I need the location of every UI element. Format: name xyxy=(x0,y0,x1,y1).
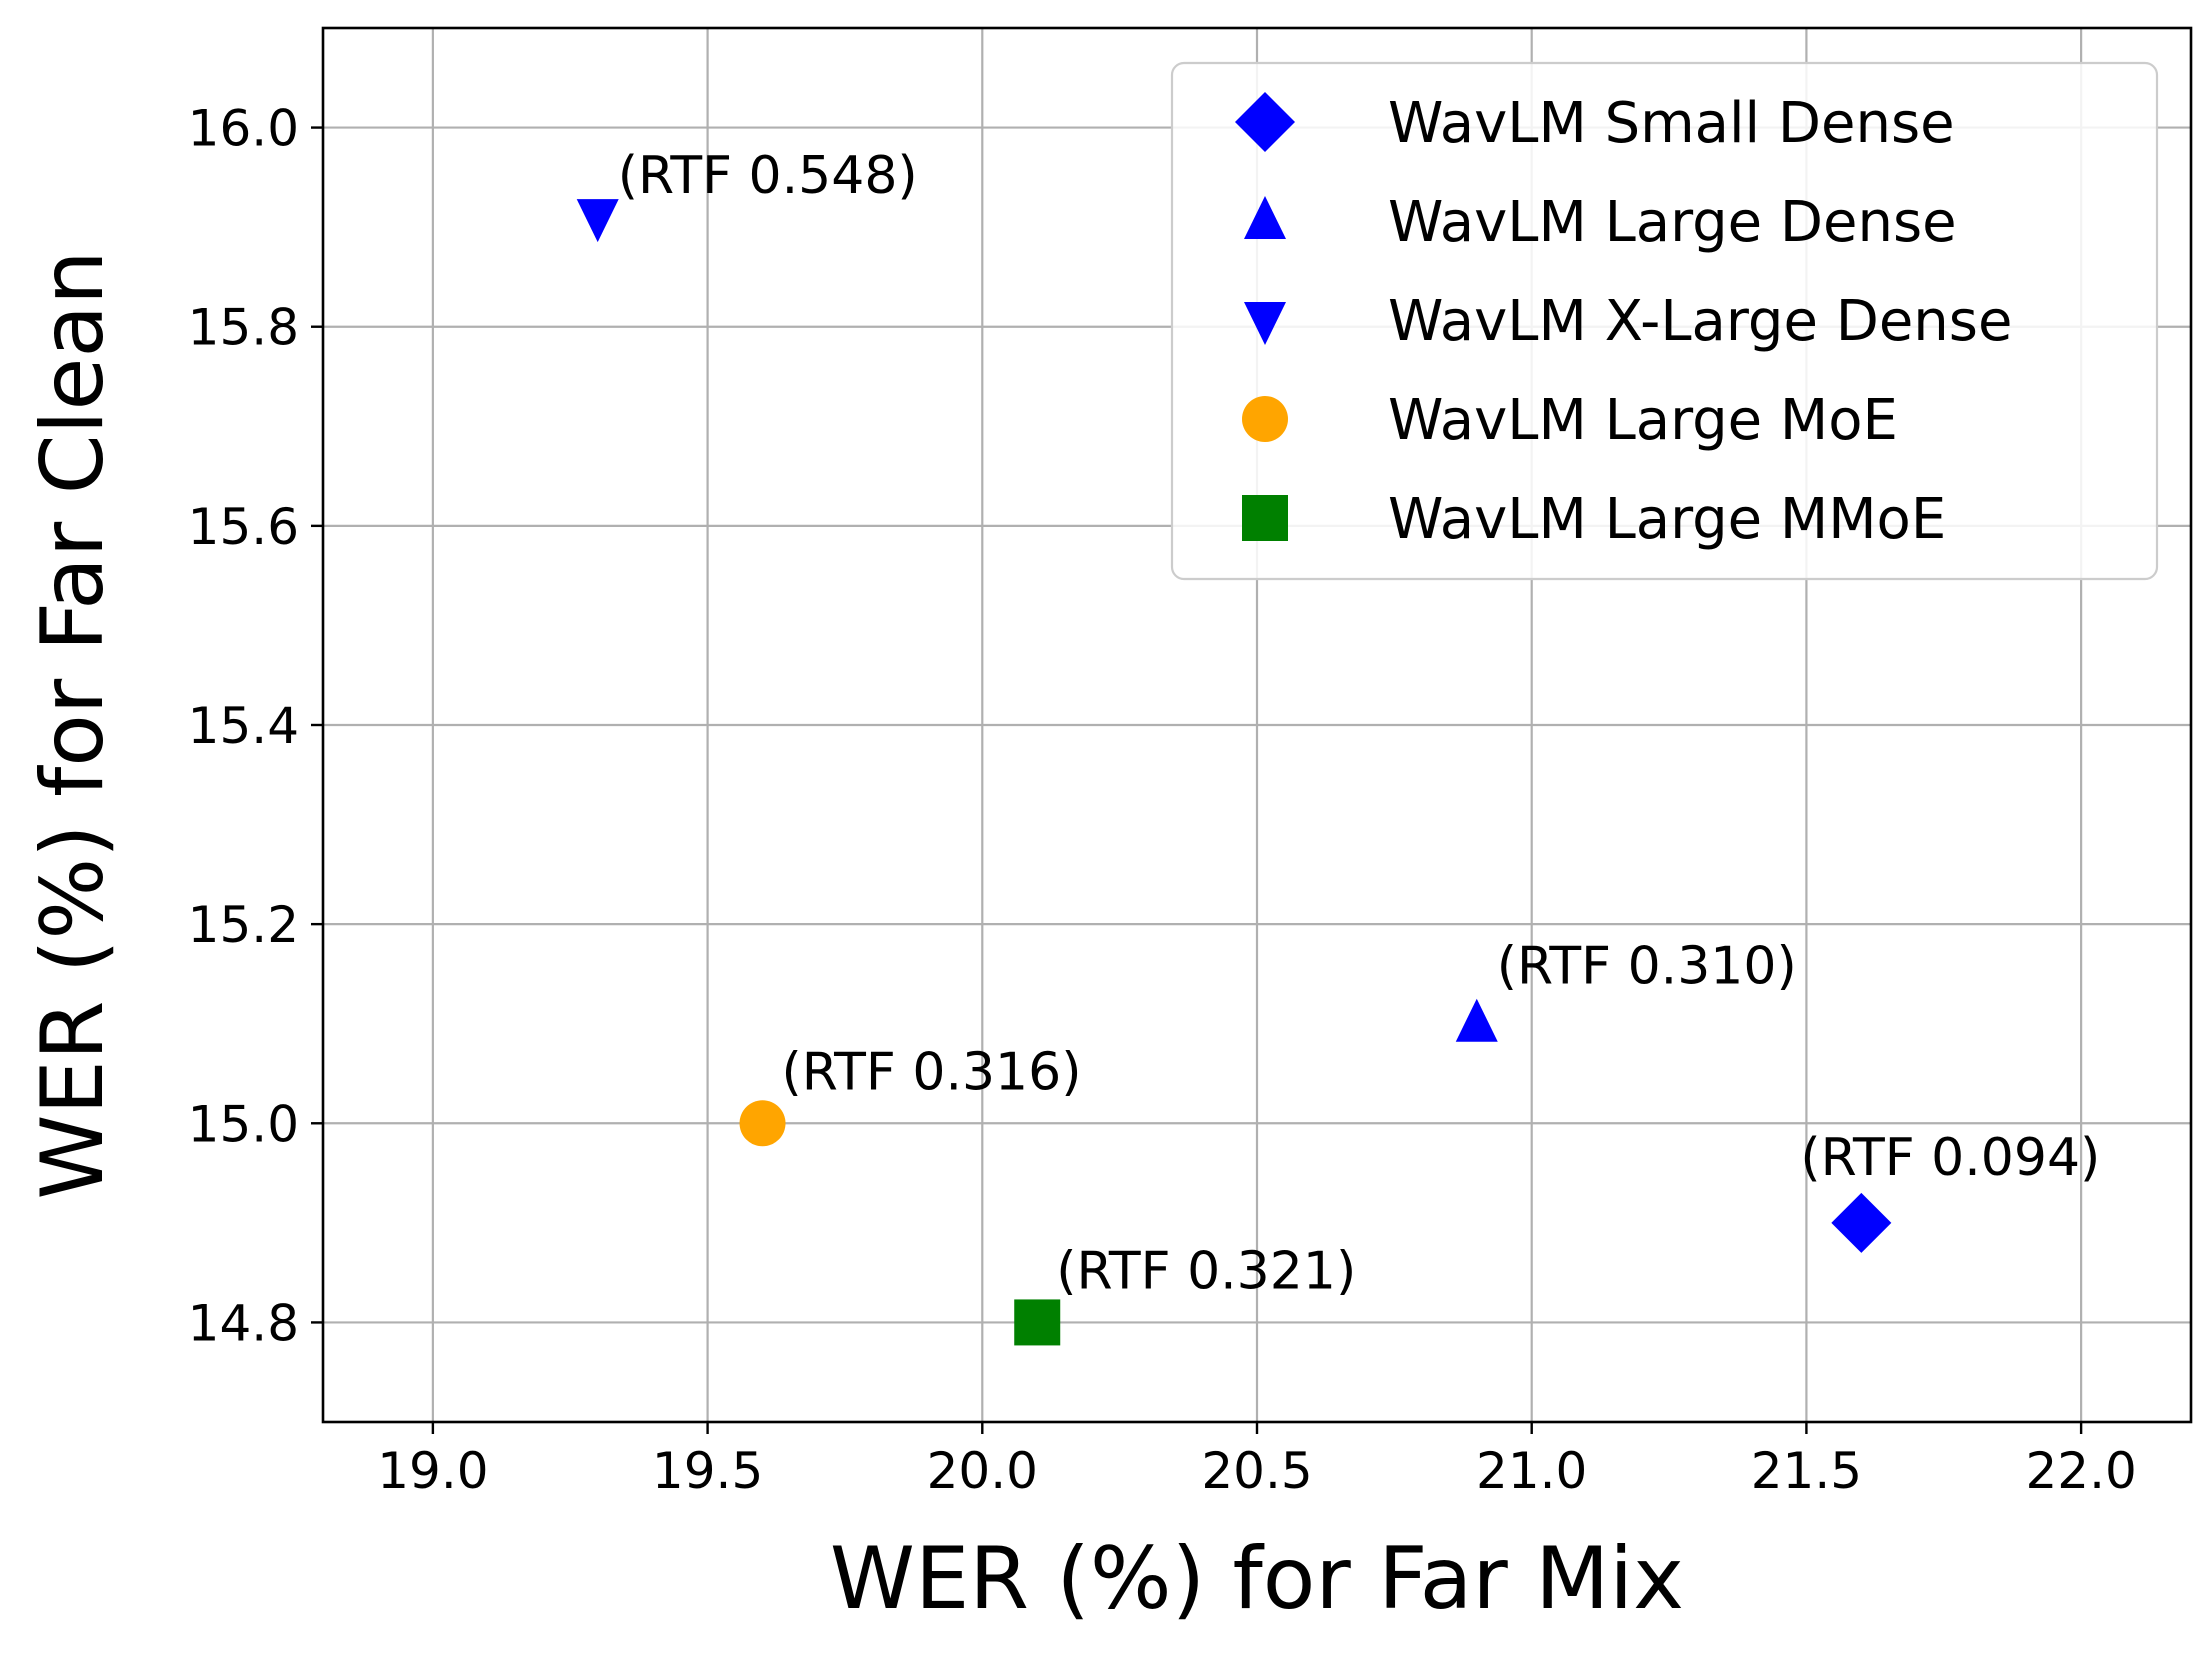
x-tick-label: 19.0 xyxy=(377,1442,488,1500)
data-point xyxy=(1831,1192,1892,1253)
point-annotation: (RTF 0.321) xyxy=(1056,1241,1356,1301)
x-axis-title: WER (%) for Far Mix xyxy=(830,1529,1684,1629)
legend-label: WavLM Large Dense xyxy=(1388,190,1957,255)
legend-marker xyxy=(1244,302,1286,345)
x-tick-label: 19.5 xyxy=(652,1442,763,1500)
y-tick-label: 14.8 xyxy=(188,1294,299,1352)
point-annotation: (RTF 0.316) xyxy=(782,1042,1082,1102)
x-tick-label: 21.0 xyxy=(1476,1442,1587,1500)
plot-frame xyxy=(321,26,2193,1424)
point-annotation: (RTF 0.310) xyxy=(1497,937,1797,997)
y-tick-label: 15.8 xyxy=(188,299,299,357)
point-annotation: (RTF 0.094) xyxy=(1800,1128,2100,1188)
data-point xyxy=(576,199,619,243)
x-tick-label: 20.0 xyxy=(927,1442,1038,1500)
x-tick-label: 22.0 xyxy=(2025,1442,2136,1500)
y-tick-label: 15.6 xyxy=(188,498,299,556)
legend-label: WavLM X-Large Dense xyxy=(1388,289,2012,354)
legend-label: WavLM Small Dense xyxy=(1388,91,1955,156)
point-annotations: (RTF 0.094) (RTF 0.310) (RTF 0.548) (RTF 0.… xyxy=(618,146,2101,1301)
legend-marker xyxy=(1235,92,1295,152)
y-tick-label: 16.0 xyxy=(188,100,299,158)
legend-box xyxy=(1170,61,2159,581)
y-tick-label: 15.2 xyxy=(188,896,299,954)
x-tick-label: 21.5 xyxy=(1751,1442,1862,1500)
legend-marker xyxy=(1244,196,1286,239)
legend: WavLM Small Dense WavLM Large Dense WavLM … xyxy=(1170,61,2159,581)
x-tick-label: 20.5 xyxy=(1201,1442,1312,1500)
data-point xyxy=(1014,1299,1061,1346)
y-axis-ticks: 14.8 15.0 15.2 15.4 15.6 15.8 16.0 xyxy=(188,100,323,1352)
data-point xyxy=(1455,998,1498,1042)
data-point xyxy=(739,1100,786,1147)
legend-label: WavLM Large MMoE xyxy=(1388,487,1946,552)
legend-marker xyxy=(1242,495,1288,541)
y-axis-title: WER (%) for Far Clean xyxy=(23,250,123,1199)
x-axis-ticks: 19.0 19.5 20.0 20.5 21.0 21.5 22.0 xyxy=(377,1422,2137,1500)
y-tick-label: 15.0 xyxy=(188,1095,299,1153)
point-annotation: (RTF 0.548) xyxy=(618,146,918,206)
data-points xyxy=(576,199,1892,1346)
legend-marker xyxy=(1242,396,1288,442)
y-tick-label: 15.4 xyxy=(188,697,299,755)
legend-label: WavLM Large MoE xyxy=(1388,388,1898,453)
